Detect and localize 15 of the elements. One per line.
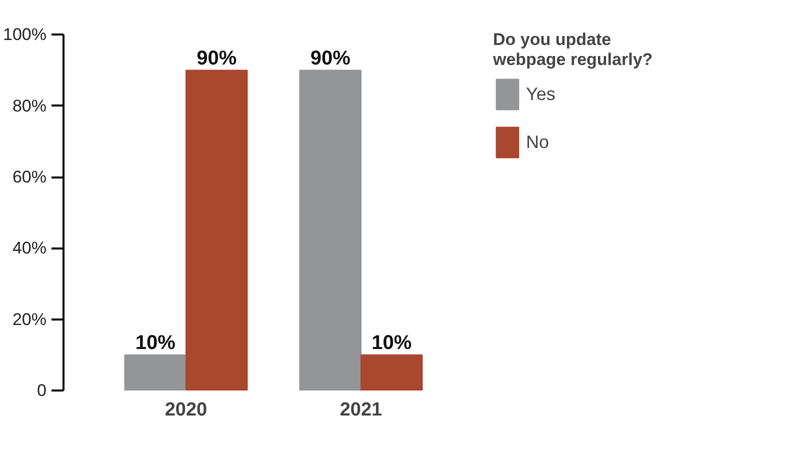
y-tick-label: 20%: [12, 310, 47, 329]
data-label: 90%: [310, 47, 351, 70]
y-tick-label: 100%: [3, 25, 47, 44]
x-tick-label: 2020: [164, 400, 208, 420]
legend-title: Do you update webpage regularly?: [493, 30, 653, 70]
y-tick-label: 40%: [12, 238, 47, 258]
y-tick-label: 80%: [12, 96, 47, 116]
legend-label: Yes: [526, 82, 556, 106]
data-label: 90%: [196, 47, 237, 70]
legend-label: No: [526, 130, 550, 154]
y-tick-label: 0: [37, 381, 47, 400]
y-tick-label: 60%: [12, 168, 47, 187]
data-label: 10%: [135, 332, 176, 354]
x-tick-label: 2021: [340, 400, 383, 420]
data-label: 10%: [372, 332, 412, 354]
